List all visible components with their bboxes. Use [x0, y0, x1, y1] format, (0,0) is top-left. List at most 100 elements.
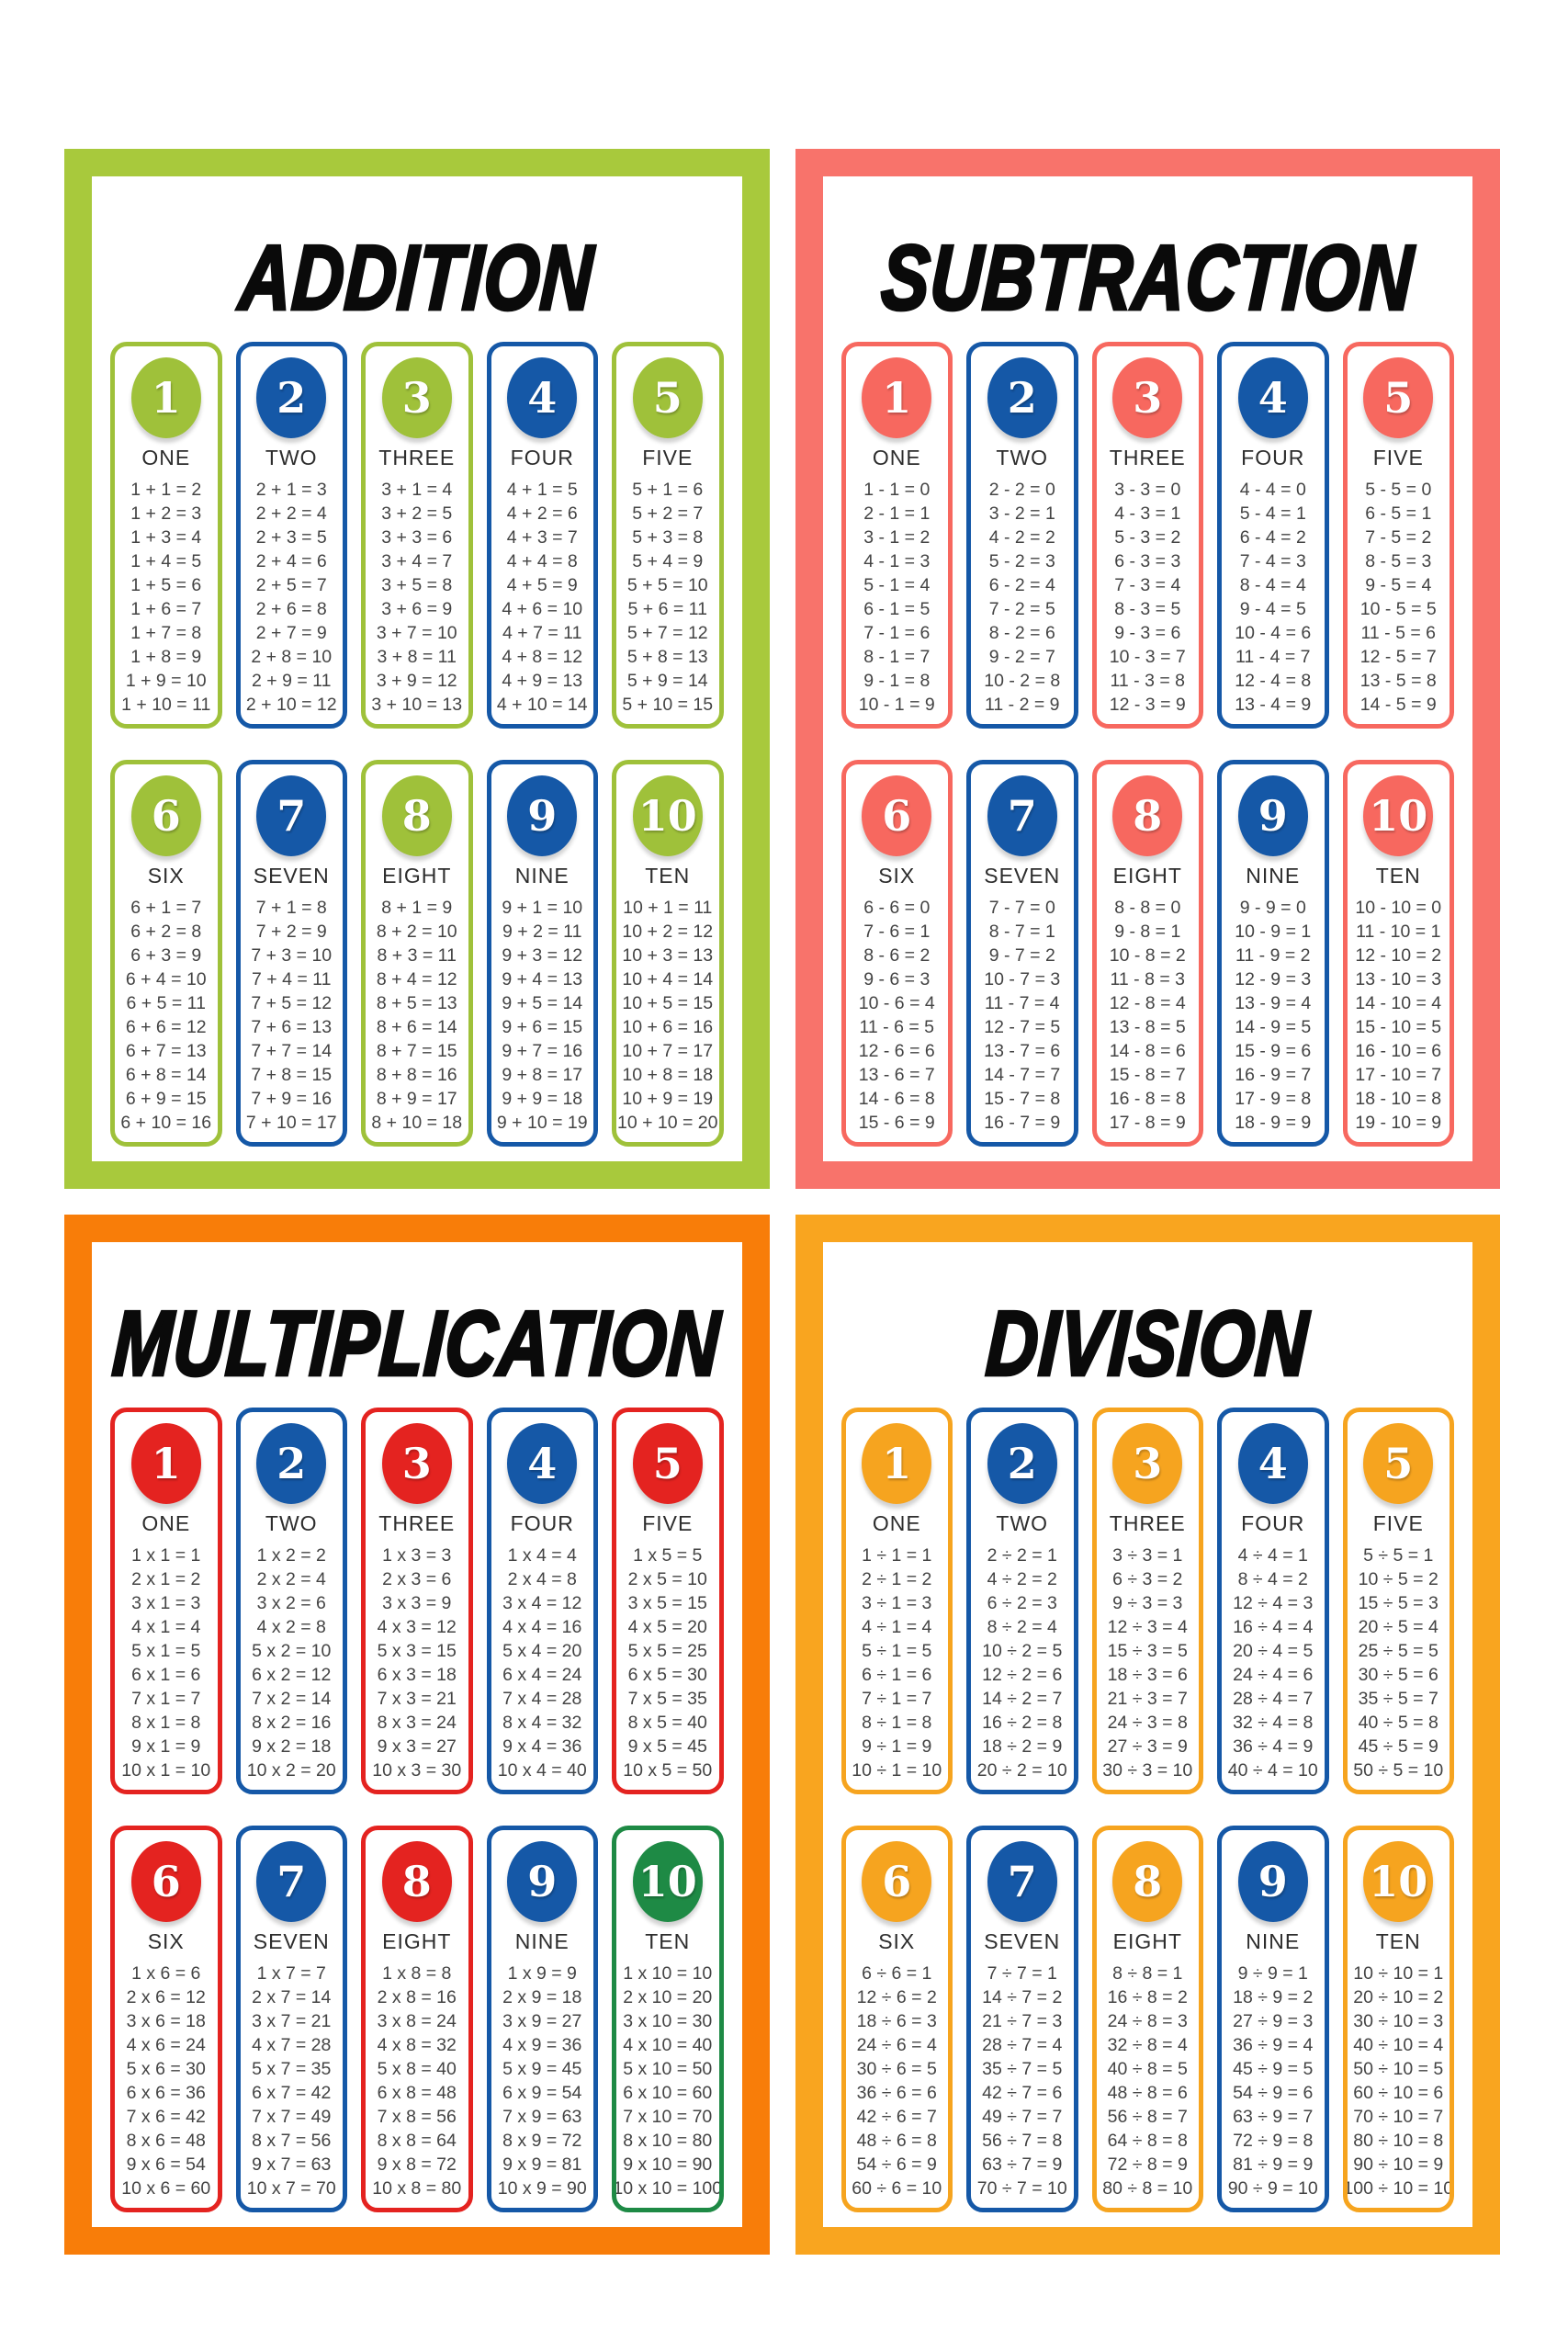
number-fact-card: 7 SEVEN 7 ÷ 7 = 1 14 ÷ 7 = 2 21 ÷ 7 = 3 28 …: [966, 1826, 1078, 2212]
equation-line: 14 - 10 = 4: [1355, 993, 1442, 1013]
equation-line: 10 - 5 = 5: [1359, 599, 1437, 619]
equation-line: 2 x 3 = 6: [382, 1569, 452, 1589]
equation-line: 14 - 8 = 6: [1109, 1041, 1186, 1061]
equation-line: 10 + 6 = 16: [622, 1017, 714, 1037]
equation-line: 16 - 10 = 6: [1355, 1041, 1442, 1061]
equation-line: 16 - 9 = 7: [1235, 1065, 1312, 1085]
equation-line: 4 ÷ 2 = 2: [987, 1569, 1057, 1589]
quadrant-title: MULTIPLICATION: [108, 1289, 725, 1396]
number-fact-card: 6 SIX 6 - 6 = 0 7 - 6 = 1 8 - 6 = 2 9 - 6 =…: [840, 760, 953, 1147]
number-circle: 1: [130, 1423, 201, 1504]
equation-line: 4 x 6 = 24: [126, 2035, 206, 2055]
card-number-word: FOUR: [1241, 1511, 1305, 1535]
number-fact-card: 5 FIVE 5 + 1 = 6 5 + 2 = 7 5 + 3 = 8 5 + 4 …: [612, 342, 724, 729]
equation-line: 12 ÷ 3 = 4: [1107, 1617, 1188, 1637]
quadrant-addition: ADDITION 1 ONE 1 + 1 = 2 1 + 2 = 3 1 + 3 =…: [64, 149, 770, 1189]
quadrant-inner-panel: MULTIPLICATION 1 ONE 1 x 1 = 1 2 x 1 = 2 3…: [92, 1242, 742, 2227]
equation-line: 18 ÷ 6 = 3: [856, 2011, 937, 2031]
equation-line: 9 + 9 = 18: [502, 1089, 583, 1109]
card-number: 3: [401, 373, 432, 423]
equation-list: 8 + 1 = 9 8 + 2 = 10 8 + 3 = 11 8 + 4 = 12 8…: [371, 896, 462, 1135]
equation-line: 4 ÷ 4 = 1: [1237, 1545, 1308, 1566]
equation-line: 6 + 2 = 8: [130, 922, 202, 942]
equation-line: 4 + 6 = 10: [502, 599, 583, 619]
equation-list: 2 - 2 = 0 3 - 2 = 1 4 - 2 = 2 5 - 2 = 3 6 - …: [984, 478, 1060, 717]
equation-line: 24 ÷ 3 = 8: [1107, 1713, 1188, 1733]
equation-line: 3 x 10 = 30: [623, 2011, 713, 2031]
equation-line: 8 x 8 = 64: [377, 2131, 457, 2151]
number-circle: 5: [1363, 1423, 1434, 1504]
equation-line: 30 ÷ 3 = 10: [1102, 1760, 1193, 1781]
equation-line: 8 - 2 = 6: [988, 623, 1055, 643]
number-fact-card: 9 NINE 1 x 9 = 9 2 x 9 = 18 3 x 9 = 27 4 x …: [486, 1826, 598, 2212]
equation-line: 10 - 3 = 7: [1109, 647, 1186, 667]
equation-line: 1 + 10 = 11: [121, 695, 211, 715]
equation-line: 13 - 7 = 6: [984, 1041, 1061, 1061]
number-circle: 7: [256, 775, 327, 856]
equation-line: 2 x 4 = 8: [507, 1569, 577, 1589]
equation-line: 6 + 7 = 13: [125, 1041, 207, 1061]
card-number-word: THREE: [1109, 446, 1186, 469]
equation-line: 50 ÷ 10 = 5: [1353, 2059, 1444, 2079]
equation-line: 13 - 10 = 3: [1355, 969, 1442, 989]
equation-line: 2 + 6 = 8: [255, 599, 327, 619]
equation-line: 10 + 5 = 15: [622, 993, 714, 1013]
equation-line: 3 x 2 = 6: [256, 1593, 326, 1613]
equation-line: 15 - 7 = 8: [984, 1089, 1061, 1109]
equation-line: 14 ÷ 2 = 7: [982, 1689, 1063, 1709]
card-number-word: NINE: [1246, 864, 1301, 888]
equation-line: 3 x 5 = 15: [627, 1593, 707, 1613]
equation-line: 10 x 4 = 40: [497, 1760, 587, 1781]
equation-line: 7 + 8 = 15: [251, 1065, 333, 1085]
equation-line: 10 x 1 = 10: [121, 1760, 211, 1781]
equation-line: 4 - 1 = 3: [863, 551, 931, 571]
number-circle: 9: [1237, 1841, 1308, 1922]
equation-line: 7 - 1 = 6: [863, 623, 931, 643]
equation-line: 2 + 4 = 6: [255, 551, 327, 571]
equation-list: 1 x 2 = 2 2 x 2 = 4 3 x 2 = 6 4 x 2 = 8 5 x …: [247, 1544, 336, 1782]
equation-list: 10 - 10 = 0 11 - 10 = 1 12 - 10 = 2 13 - 10…: [1355, 896, 1441, 1135]
card-number-word: EIGHT: [382, 864, 452, 888]
number-circle: 4: [507, 1423, 578, 1504]
cards-grid: 1 ONE 1 + 1 = 2 1 + 2 = 3 1 + 3 = 4 1 + 4 =…: [110, 342, 724, 1147]
equation-line: 36 ÷ 4 = 9: [1233, 1736, 1314, 1757]
card-number-word: THREE: [378, 1511, 456, 1535]
equation-line: 6 ÷ 3 = 2: [1112, 1569, 1183, 1589]
equation-list: 4 - 4 = 0 5 - 4 = 1 6 - 4 = 2 7 - 4 = 3 8 - …: [1235, 478, 1311, 717]
number-fact-card: 6 SIX 6 ÷ 6 = 1 12 ÷ 6 = 2 18 ÷ 6 = 3 24 ÷ …: [840, 1826, 953, 2212]
equation-line: 10 - 1 = 9: [858, 695, 935, 715]
equation-line: 8 + 1 = 9: [381, 898, 453, 918]
equation-line: 2 + 8 = 10: [251, 647, 333, 667]
equation-line: 3 + 7 = 10: [376, 623, 457, 643]
card-number-word: TEN: [1375, 1929, 1421, 1953]
equation-line: 10 x 2 = 20: [246, 1760, 336, 1781]
equation-list: 1 - 1 = 0 2 - 1 = 1 3 - 1 = 2 4 - 1 = 3 5 - …: [859, 478, 935, 717]
equation-line: 20 ÷ 2 = 10: [976, 1760, 1067, 1781]
quadrant-title: SUBTRACTION: [877, 223, 1417, 330]
equation-line: 5 x 1 = 5: [131, 1641, 201, 1661]
equation-line: 7 + 6 = 13: [251, 1017, 333, 1037]
equation-line: 4 + 7 = 11: [502, 623, 582, 643]
equation-line: 6 - 3 = 3: [1114, 551, 1181, 571]
equation-line: 17 - 9 = 8: [1235, 1089, 1312, 1109]
equation-line: 3 + 8 = 11: [377, 647, 457, 667]
equation-line: 15 - 8 = 7: [1109, 1065, 1186, 1085]
equation-line: 56 ÷ 7 = 8: [982, 2131, 1063, 2151]
equation-line: 6 x 9 = 54: [502, 2083, 582, 2103]
equation-line: 9 + 3 = 12: [502, 945, 583, 966]
equation-line: 72 ÷ 8 = 9: [1107, 2154, 1188, 2175]
equation-line: 10 ÷ 2 = 5: [982, 1641, 1063, 1661]
card-number: 9: [527, 791, 558, 841]
equation-line: 7 - 6 = 1: [863, 922, 931, 942]
equation-line: 63 ÷ 7 = 9: [982, 2154, 1063, 2175]
equation-line: 5 x 2 = 10: [252, 1641, 332, 1661]
equation-list: 1 x 10 = 10 2 x 10 = 20 3 x 10 = 30 4 x 10 …: [616, 1962, 719, 2200]
number-fact-card: 3 THREE 3 ÷ 3 = 1 6 ÷ 3 = 2 9 ÷ 3 = 3 12 ÷ …: [1091, 1408, 1203, 1794]
equation-list: 7 - 7 = 0 8 - 7 = 1 9 - 7 = 2 10 - 7 = 3 11 …: [984, 896, 1060, 1135]
card-number: 10: [1369, 1857, 1428, 1906]
equation-line: 18 ÷ 2 = 9: [982, 1736, 1063, 1757]
number-circle: 9: [507, 1841, 578, 1922]
equation-line: 8 - 1 = 7: [863, 647, 931, 667]
equation-line: 2 + 3 = 5: [255, 527, 327, 548]
